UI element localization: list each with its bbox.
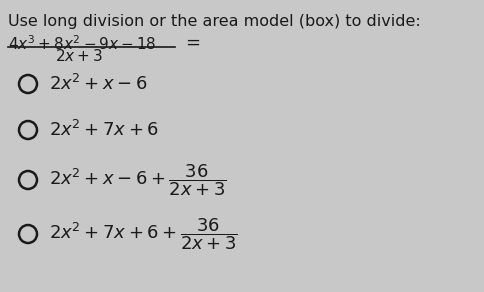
Text: $4x^3+8x^2-9x-18$: $4x^3+8x^2-9x-18$: [8, 34, 157, 53]
Text: $2x^2 + x - 6 + \dfrac{36}{2x+3}$: $2x^2 + x - 6 + \dfrac{36}{2x+3}$: [49, 162, 227, 198]
Text: $=$: $=$: [182, 33, 201, 51]
Text: $2x^2 + 7x + 6 + \dfrac{36}{2x+3}$: $2x^2 + 7x + 6 + \dfrac{36}{2x+3}$: [49, 216, 238, 252]
Text: $2x^2 + x - 6$: $2x^2 + x - 6$: [49, 74, 148, 94]
Text: $2x+3$: $2x+3$: [55, 48, 103, 64]
Text: $2x^2 + 7x + 6$: $2x^2 + 7x + 6$: [49, 120, 159, 140]
Text: Use long division or the area model (box) to divide:: Use long division or the area model (box…: [8, 14, 421, 29]
